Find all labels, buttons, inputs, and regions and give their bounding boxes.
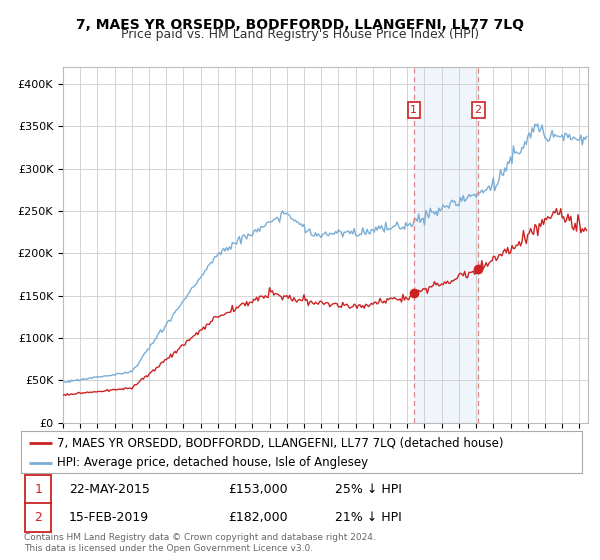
- Text: Price paid vs. HM Land Registry's House Price Index (HPI): Price paid vs. HM Land Registry's House …: [121, 28, 479, 41]
- Text: £182,000: £182,000: [229, 511, 288, 524]
- Bar: [414, 67, 478, 423]
- Text: 21% ↓ HPI: 21% ↓ HPI: [335, 511, 402, 524]
- FancyBboxPatch shape: [25, 475, 51, 504]
- Text: Contains HM Land Registry data © Crown copyright and database right 2024.
This d: Contains HM Land Registry data © Crown c…: [24, 533, 376, 553]
- Text: 7, MAES YR ORSEDD, BODFFORDD, LLANGEFNI, LL77 7LQ: 7, MAES YR ORSEDD, BODFFORDD, LLANGEFNI,…: [76, 18, 524, 32]
- Text: 1: 1: [34, 483, 42, 496]
- Text: 7, MAES YR ORSEDD, BODFFORDD, LLANGEFNI, LL77 7LQ (detached house): 7, MAES YR ORSEDD, BODFFORDD, LLANGEFNI,…: [58, 436, 504, 449]
- Text: 2: 2: [34, 511, 42, 524]
- Text: 25% ↓ HPI: 25% ↓ HPI: [335, 483, 402, 496]
- Text: HPI: Average price, detached house, Isle of Anglesey: HPI: Average price, detached house, Isle…: [58, 456, 368, 469]
- Text: £153,000: £153,000: [229, 483, 288, 496]
- Text: 22-MAY-2015: 22-MAY-2015: [68, 483, 149, 496]
- Text: 15-FEB-2019: 15-FEB-2019: [68, 511, 149, 524]
- FancyBboxPatch shape: [25, 503, 51, 532]
- Text: 1: 1: [410, 105, 418, 115]
- Text: 2: 2: [475, 105, 482, 115]
